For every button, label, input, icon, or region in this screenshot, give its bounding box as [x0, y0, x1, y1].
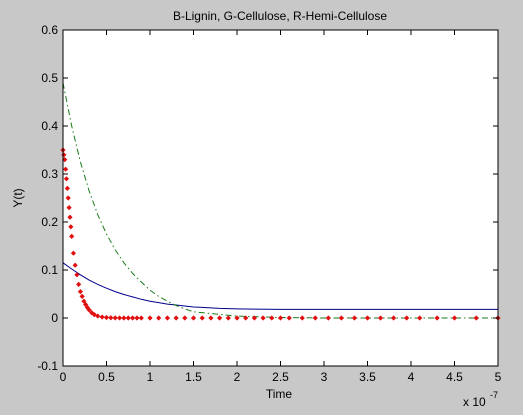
- data-point: [199, 315, 205, 321]
- data-point: [63, 166, 69, 172]
- x-tick-label: 4: [408, 370, 415, 384]
- data-point: [364, 315, 371, 321]
- data-point: [69, 233, 75, 239]
- y-tick-label: 0.5: [41, 71, 58, 85]
- data-point: [95, 313, 101, 319]
- y-tick-label: -0.1: [37, 359, 58, 373]
- data-point: [473, 315, 479, 321]
- x-tick-label: 5: [495, 370, 502, 384]
- x-tick-label: 2.5: [272, 370, 289, 384]
- y-tick-label: 0.4: [41, 119, 58, 133]
- x-axis-multiplier: x 10 -7: [463, 390, 498, 409]
- x-tick-label: 2: [234, 370, 241, 384]
- data-point: [65, 195, 71, 201]
- x-multiplier-exponent: -7: [490, 390, 498, 400]
- data-point: [86, 307, 92, 313]
- data-point: [138, 315, 144, 321]
- axes-box: [62, 29, 499, 367]
- data-point: [251, 315, 257, 321]
- data-point: [130, 315, 136, 321]
- y-tick-label: 0.3: [41, 167, 58, 181]
- data-point: [79, 293, 85, 299]
- data-point: [63, 176, 70, 182]
- plot-area: [63, 30, 498, 366]
- data-point: [147, 315, 153, 321]
- x-tick-label: 1: [147, 370, 154, 384]
- series-0: [62, 262, 498, 310]
- data-point: [89, 310, 95, 316]
- series-line: [62, 262, 498, 310]
- data-point: [68, 224, 74, 230]
- y-tick-label: 0.1: [41, 263, 58, 277]
- data-point: [225, 315, 231, 321]
- data-point: [108, 315, 114, 321]
- x-tick-label: 0: [60, 370, 67, 384]
- data-point: [404, 315, 410, 321]
- data-point: [125, 315, 131, 321]
- data-point: [67, 214, 73, 220]
- data-point: [269, 315, 275, 321]
- data-point: [260, 315, 266, 321]
- data-point: [173, 315, 179, 321]
- data-point: [99, 314, 105, 320]
- data-point: [243, 315, 249, 321]
- data-point: [76, 281, 82, 287]
- data-point: [66, 205, 72, 211]
- data-point: [134, 315, 140, 321]
- x-tick-label: 0.5: [98, 370, 115, 384]
- data-point: [286, 315, 292, 321]
- data-point: [377, 315, 384, 321]
- data-point: [190, 315, 197, 321]
- ticks-layer: 0 0.5 1 1.5 2 2.5 3 3.5 4 4.5 5-0.100.10.20.30.40.…: [37, 23, 501, 384]
- data-point: [351, 315, 358, 321]
- data-point: [234, 315, 240, 321]
- data-point: [338, 315, 344, 321]
- data-point: [325, 315, 331, 321]
- data-point: [112, 315, 118, 321]
- series-1: [62, 82, 498, 319]
- x-axis-label: Time: [266, 387, 293, 401]
- data-point: [72, 262, 78, 268]
- data-point: [121, 315, 127, 321]
- series-line: [62, 82, 498, 319]
- y-tick-label: 0: [51, 311, 58, 325]
- data-point: [156, 315, 162, 321]
- x-tick-label: 4.5: [446, 370, 463, 384]
- data-point: [164, 315, 170, 321]
- data-point: [391, 315, 397, 321]
- data-point: [70, 250, 77, 256]
- data-point: [277, 315, 284, 321]
- data-point: [182, 315, 188, 321]
- data-point: [77, 289, 83, 295]
- data-point: [116, 315, 123, 321]
- y-tick-label: 0.2: [41, 215, 58, 229]
- x-multiplier-base: x 10: [463, 395, 486, 409]
- data-point: [299, 315, 305, 321]
- data-point: [217, 315, 223, 321]
- data-point: [417, 315, 423, 321]
- x-tick-label: 3.5: [359, 370, 376, 384]
- y-tick-label: 0.6: [41, 23, 58, 37]
- data-point: [208, 315, 214, 321]
- chart-title: B-Lignin, G-Cellulose, R-Hemi-Cellulose: [173, 9, 387, 23]
- data-point: [434, 315, 440, 321]
- y-axis-label: Y(t): [11, 188, 25, 207]
- data-point: [103, 314, 110, 321]
- data-point: [74, 272, 80, 278]
- x-tick-label: 1.5: [185, 370, 202, 384]
- data-point: [312, 315, 318, 321]
- data-point: [64, 185, 70, 191]
- x-tick-label: 3: [321, 370, 328, 384]
- data-point: [451, 315, 458, 321]
